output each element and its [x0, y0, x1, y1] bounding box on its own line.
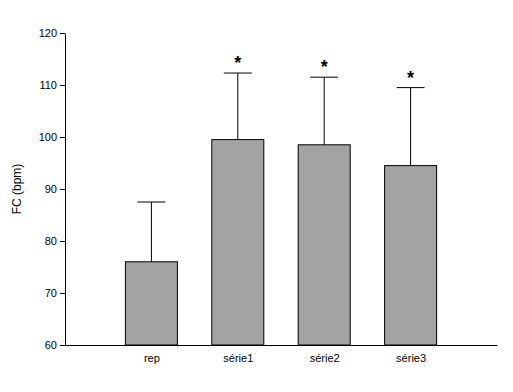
y-tick-label: 70 — [45, 287, 57, 299]
chart: * * * 60 70 80 90 100 110 120 rep série1 série2 série… — [0, 0, 513, 392]
y-tick-label: 100 — [39, 131, 57, 143]
error-stem — [151, 202, 152, 262]
error-bar — [224, 73, 252, 140]
significance-mark: * — [234, 53, 241, 73]
x-tick: rep — [144, 345, 160, 364]
error-stem — [410, 88, 411, 166]
x-axis: rep série1 série2 série3 — [66, 345, 498, 364]
error-cap — [137, 202, 165, 203]
y-tick-mark — [60, 293, 65, 294]
y-tick-label: 80 — [45, 235, 57, 247]
significance-mark: * — [407, 68, 414, 88]
y-tick-mark — [60, 345, 65, 346]
y-axis-line — [65, 34, 66, 346]
y-axis-title: FC (bpm) — [10, 164, 24, 215]
y-tick: 120 — [39, 27, 65, 39]
x-tick-label: série3 — [396, 352, 426, 364]
x-tick: série1 — [223, 345, 253, 364]
bar — [125, 262, 177, 345]
y-tick-label: 120 — [39, 27, 57, 39]
error-bar — [137, 202, 165, 262]
y-tick: 100 — [39, 131, 65, 143]
y-tick: 110 — [39, 79, 65, 91]
y-tick: 70 — [45, 287, 65, 299]
x-tick: série2 — [310, 345, 340, 364]
y-tick-label: 60 — [45, 339, 57, 351]
y-tick: 60 — [45, 339, 65, 351]
annotations: * * * — [234, 53, 414, 88]
marks — [125, 73, 436, 345]
y-tick: 80 — [45, 235, 65, 247]
y-tick-label: 110 — [39, 79, 57, 91]
x-axis-line — [66, 345, 498, 346]
x-tick-label: rep — [144, 352, 160, 364]
error-stem — [324, 77, 325, 145]
bar — [298, 145, 350, 345]
x-tick-label: série2 — [310, 352, 340, 364]
y-tick-mark — [60, 85, 65, 86]
y-axis: 60 70 80 90 100 110 120 — [39, 27, 66, 351]
bar — [212, 140, 264, 345]
y-tick-label: 90 — [45, 183, 57, 195]
y-tick-mark — [60, 137, 65, 138]
significance-mark: * — [321, 57, 328, 77]
x-tick: série3 — [396, 345, 426, 364]
error-bar — [310, 77, 338, 145]
error-stem — [237, 73, 238, 140]
x-tick-label: série1 — [223, 352, 253, 364]
y-tick-mark — [60, 33, 65, 34]
y-tick: 90 — [45, 183, 65, 195]
y-tick-mark — [60, 241, 65, 242]
y-tick-mark — [60, 189, 65, 190]
bar — [385, 166, 437, 345]
error-bar — [397, 88, 425, 166]
